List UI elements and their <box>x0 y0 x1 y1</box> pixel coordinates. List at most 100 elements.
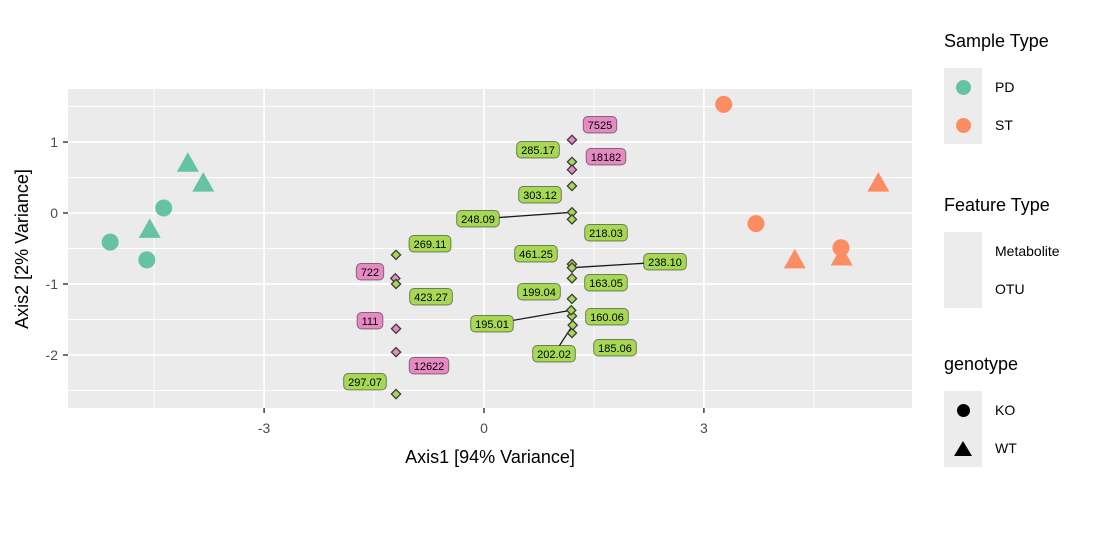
y-tick-label: 1 <box>50 134 58 150</box>
sample-point-st-ko <box>715 95 733 113</box>
feature-label-text: 285.17 <box>521 145 555 157</box>
legend-title-genotype: genotype <box>944 354 1019 374</box>
feature-label-box-metabolite <box>585 308 629 326</box>
sample-point-pd-wt <box>176 152 199 172</box>
feature-diamond-otu <box>390 323 402 335</box>
feature-label-text: 248.09 <box>461 214 495 226</box>
legend-group-sample-type: Sample Type PD ST <box>944 30 1120 144</box>
feature-label-box-metabolite <box>517 283 561 301</box>
legend-label: OTU <box>995 281 1025 297</box>
feature-label-box-otu <box>356 312 384 330</box>
feature-label-text: 461.25 <box>519 249 553 261</box>
x-tick-label: -3 <box>258 420 271 436</box>
sample-point-pd-ko <box>155 199 173 217</box>
feature-diamond-otu <box>566 134 578 146</box>
feature-label-text: 218.03 <box>589 228 623 240</box>
feature-label-box-metabolite <box>593 339 637 357</box>
x-axis-title: Axis1 [94% Variance] <box>405 447 575 467</box>
feature-diamond-metabolite <box>566 180 578 192</box>
y-tick-label: -1 <box>46 276 59 292</box>
sample-point-st-ko <box>747 215 765 233</box>
legend-item-pd: PD <box>944 68 1120 106</box>
feature-label-text: 185.06 <box>598 343 632 355</box>
feature-diamond-otu <box>566 164 578 176</box>
legend-title-sample-type: Sample Type <box>944 31 1049 51</box>
legend-title-feature-type: Feature Type <box>944 195 1050 215</box>
feature-label-box-metabolite <box>343 373 387 391</box>
legend-group-genotype: genotype KO WT <box>944 353 1120 467</box>
feature-diamond-otu <box>390 346 402 358</box>
feature-label-box-metabolite <box>516 141 560 159</box>
sample-point-st-wt <box>830 246 853 266</box>
feature-label-box-otu <box>355 263 385 281</box>
feature-label-text: 18182 <box>591 152 622 164</box>
legend-key-st <box>944 106 982 144</box>
legend-key-wt <box>944 429 982 467</box>
legend-item-wt: WT <box>944 429 1120 467</box>
y-tick-label: -2 <box>46 347 59 363</box>
y-tick-label: 0 <box>50 205 58 221</box>
feature-label-text: 297.07 <box>348 377 382 389</box>
feature-diamond-metabolite <box>566 213 578 225</box>
legend-key-ko <box>944 391 982 429</box>
feature-label-box-metabolite <box>409 288 453 306</box>
legend-label: ST <box>995 117 1013 133</box>
feature-diamond-metabolite <box>566 262 578 274</box>
legend-item-metabolite: Metabolite <box>944 232 1120 270</box>
legend-key-pd <box>944 68 982 106</box>
feature-label-text: 195.01 <box>475 319 509 331</box>
feature-label-text: 269.11 <box>414 239 447 251</box>
x-tick-label: 3 <box>700 420 708 436</box>
sample-point-pd-ko <box>138 251 156 269</box>
feature-label-text: 202.02 <box>537 349 571 361</box>
feature-label-box-otu <box>585 148 627 166</box>
feature-label-text: 7525 <box>588 120 612 132</box>
feature-label-box-metabolite <box>470 315 514 333</box>
feature-label-text: 238.10 <box>648 257 682 269</box>
feature-label-box-metabolite <box>518 186 562 204</box>
sample-point-pd-ko <box>101 233 119 251</box>
legend-label: PD <box>995 79 1015 95</box>
legend-label: KO <box>995 402 1016 418</box>
feature-diamond-metabolite <box>566 293 578 305</box>
feature-label-text: 722 <box>361 267 379 279</box>
legend-label: Metabolite <box>995 243 1060 259</box>
feature-label-box-metabolite <box>408 235 452 253</box>
legend-label: WT <box>995 440 1017 456</box>
feature-label-box-otu <box>408 357 450 375</box>
feature-diamond-metabolite <box>390 388 402 400</box>
feature-diamond-metabolite <box>390 278 402 290</box>
feature-label-box-metabolite <box>456 210 500 228</box>
feature-diamond-metabolite <box>566 327 578 339</box>
sample-point-pd-wt <box>192 172 215 192</box>
feature-diamond-metabolite <box>566 272 578 284</box>
feature-label-box-metabolite <box>532 345 576 363</box>
legend: Sample Type PD ST Feature Type Metabolite… <box>944 30 1120 467</box>
feature-diamond-metabolite <box>565 304 577 316</box>
sample-point-st-wt <box>867 172 890 192</box>
feature-label-text: 12622 <box>414 361 445 373</box>
feature-label-box-metabolite <box>643 253 687 271</box>
pd-circle-icon <box>955 79 971 95</box>
feature-label-text: 199.04 <box>522 287 556 299</box>
sample-point-pd-wt <box>138 218 161 238</box>
legend-key-metabolite <box>944 232 982 270</box>
legend-key-otu <box>944 270 982 308</box>
feature-label-box-metabolite <box>514 245 558 263</box>
feature-label-text: 423.27 <box>414 292 448 304</box>
feature-label-box-metabolite <box>584 274 628 292</box>
ko-circle-icon <box>956 403 970 417</box>
legend-item-st: ST <box>944 106 1120 144</box>
feature-label-text: 160.06 <box>590 312 624 324</box>
legend-item-otu: OTU <box>944 270 1120 308</box>
y-axis-title: Axis2 [2% Variance] <box>12 169 32 329</box>
st-circle-icon <box>955 117 971 133</box>
legend-group-feature-type: Feature Type Metabolite OTU <box>944 194 1120 308</box>
wt-triangle-icon <box>954 440 972 456</box>
feature-label-box-otu <box>582 116 618 134</box>
feature-diamond-metabolite <box>567 319 579 331</box>
feature-label-text: 303.12 <box>523 190 557 202</box>
feature-label-text: 111 <box>362 316 379 328</box>
